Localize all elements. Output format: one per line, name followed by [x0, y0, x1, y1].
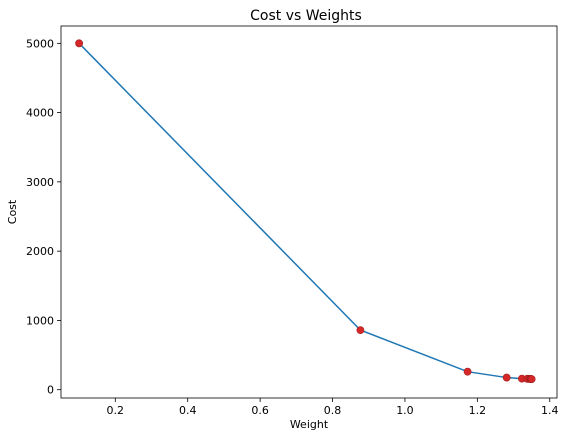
x-tick-label: 0.6	[251, 404, 269, 417]
x-tick-label: 0.4	[179, 404, 197, 417]
data-point	[502, 373, 511, 382]
series-line	[78, 42, 532, 380]
x-tick-label: 0.8	[324, 404, 342, 417]
y-tick-label: 3000	[26, 176, 54, 189]
y-tick-label: 1000	[26, 314, 54, 327]
y-axis: 0 1000 2000 3000 4000 5000	[26, 37, 61, 397]
plot-frame	[60, 25, 558, 399]
series-layer	[75, 39, 536, 383]
y-tick-label: 4000	[26, 107, 54, 120]
data-point	[75, 39, 84, 48]
data-point	[356, 326, 365, 335]
plot-area: 0.2 0.4 0.6 0.8 1.0 1.2 1.4 0 1000 2000 3000 4000 5…	[26, 25, 559, 417]
x-tick-label: 1.0	[396, 404, 414, 417]
y-tick-label: 0	[47, 384, 54, 397]
chart-title: Cost vs Weights	[250, 8, 362, 24]
x-tick-label: 1.4	[541, 404, 559, 417]
x-axis-label: Weight	[290, 418, 329, 431]
y-tick-label: 2000	[26, 245, 54, 258]
data-point	[527, 375, 536, 383]
y-axis-label: Cost	[6, 199, 19, 224]
data-point	[463, 367, 472, 376]
x-tick-label: 0.2	[107, 404, 125, 417]
y-tick-label: 5000	[26, 37, 54, 50]
x-axis: 0.2 0.4 0.6 0.8 1.0 1.2 1.4	[107, 398, 559, 417]
x-tick-label: 1.2	[469, 404, 487, 417]
